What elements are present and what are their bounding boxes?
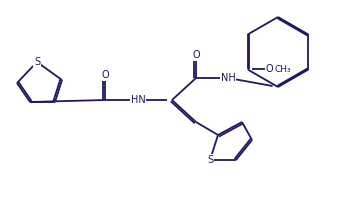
Text: CH₃: CH₃	[274, 65, 291, 74]
Text: O: O	[192, 50, 200, 60]
Text: S: S	[207, 155, 213, 165]
Text: HN: HN	[131, 95, 145, 105]
Text: S: S	[34, 57, 40, 67]
Text: O: O	[266, 64, 274, 74]
Text: O: O	[101, 70, 109, 80]
Text: NH: NH	[221, 73, 235, 83]
